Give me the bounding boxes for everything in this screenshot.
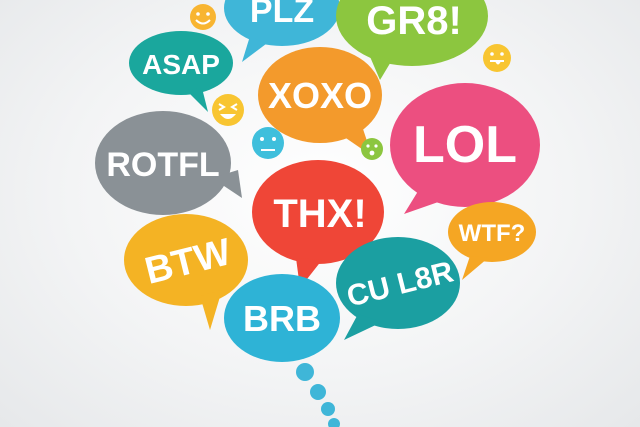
bubble-wtf-shape xyxy=(448,202,536,262)
bubble-plz-label: PLZ xyxy=(250,0,314,30)
bubble-gr8-tail xyxy=(368,52,392,80)
bubble-lol-label: LOL xyxy=(413,116,517,174)
bubble-lol-tail xyxy=(404,188,444,214)
surprised-emoticon-icon xyxy=(361,138,383,160)
trail-dot xyxy=(328,418,340,427)
bubble-brb-label: BRB xyxy=(243,298,321,339)
bubble-brb-shape xyxy=(224,274,340,362)
tongue-emoticon-icon xyxy=(483,44,511,72)
bubble-cul8r: CU L8R xyxy=(336,237,460,340)
bubble-plz-shape xyxy=(224,0,340,46)
bubble-xoxo-shape xyxy=(258,47,382,143)
bubble-gr8-shape xyxy=(336,0,488,66)
bubble-trail xyxy=(296,363,340,427)
trail-dot xyxy=(310,384,326,400)
bubble-plz-tail xyxy=(242,36,266,62)
bubble-cul8r-tail xyxy=(344,314,382,340)
bubble-thx-label: THX! xyxy=(273,192,366,236)
bubble-btw-shape xyxy=(124,214,248,306)
bubble-xoxo-label: XOXO xyxy=(268,75,372,116)
trail-dot xyxy=(321,402,335,416)
bubble-btw: BTW xyxy=(124,214,248,330)
bubble-wtf: WTF? xyxy=(448,202,536,280)
bubble-asap-label: ASAP xyxy=(142,49,220,80)
bubble-plz: PLZ xyxy=(224,0,340,62)
bubble-wtf-tail xyxy=(462,256,488,280)
laughing-emoticon-icon xyxy=(212,94,244,126)
bubble-thx-shape xyxy=(252,160,384,264)
neutral-emoticon-icon xyxy=(252,127,284,159)
bubble-asap-shape xyxy=(129,31,233,95)
bubble-rotfl-shape xyxy=(95,111,231,215)
bubble-btw-tail xyxy=(200,290,222,330)
trail-dot xyxy=(296,363,314,381)
smile-emoticon-icon xyxy=(190,4,216,30)
bubble-thx: THX! xyxy=(252,160,384,288)
bubble-rotfl: ROTFL xyxy=(95,111,242,215)
bubble-asap: ASAP xyxy=(129,31,233,112)
bubble-gr8: GR8! xyxy=(336,0,488,80)
bubble-lol-shape xyxy=(390,83,540,207)
bubble-brb: BRB xyxy=(224,274,340,362)
bubble-rotfl-tail xyxy=(212,170,242,198)
bubble-asap-tail xyxy=(186,88,208,112)
bubble-xoxo: XOXO xyxy=(258,47,382,156)
bubble-wtf-label: WTF? xyxy=(459,220,526,247)
bubble-cul8r-shape xyxy=(336,237,460,329)
bubble-lol: LOL xyxy=(390,83,540,214)
bubble-gr8-label: GR8! xyxy=(366,0,462,43)
bubble-rotfl-label: ROTFL xyxy=(106,146,219,184)
